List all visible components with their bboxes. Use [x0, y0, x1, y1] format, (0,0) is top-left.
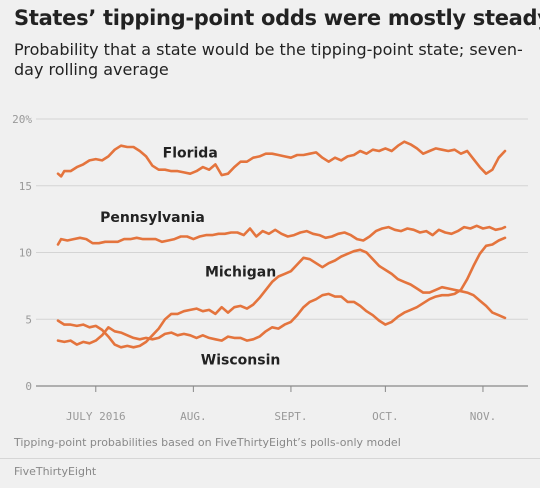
x-tick-label: SEPT. — [274, 410, 307, 423]
x-axis-ticks: JULY 2016 AUG. SEPT. OCT. NOV. — [66, 386, 496, 423]
y-tick-label: 15 — [19, 180, 32, 193]
y-tick-label: 5 — [25, 313, 32, 326]
series-label-wisconsin: Wisconsin — [201, 353, 281, 369]
gridlines — [36, 118, 528, 387]
x-tick-label: JULY 2016 — [66, 410, 126, 423]
source-note: Tipping-point probabilities based on Fiv… — [14, 436, 401, 449]
series-line-pennsylvania — [56, 224, 507, 246]
x-tick-label: NOV. — [470, 410, 497, 423]
series-line-michigan — [56, 248, 507, 349]
chart-title: States’ tipping-point odds were mostly s… — [14, 6, 540, 30]
series-label-florida: Florida — [163, 146, 218, 162]
y-tick-label: 0 — [25, 380, 32, 393]
x-tick-label: AUG. — [180, 410, 207, 423]
y-tick-label: 10 — [19, 247, 32, 260]
credit-logo: FiveThirtyEight — [14, 465, 97, 478]
footer-divider — [0, 458, 540, 459]
series-line-florida — [56, 140, 507, 178]
series-label-michigan: Michigan — [205, 265, 276, 281]
y-tick-label: 20% — [12, 113, 32, 126]
series-lines — [56, 140, 507, 349]
x-tick-label: OCT. — [372, 410, 399, 423]
series-line-wisconsin — [56, 236, 507, 346]
series-label-pennsylvania: Pennsylvania — [100, 210, 205, 226]
series-labels: Florida Pennsylvania Michigan Wisconsin — [100, 146, 280, 369]
chart-subtitle: Probability that a state would be the ti… — [14, 40, 523, 79]
y-axis-ticks: 0 5 10 15 20% — [12, 113, 32, 393]
